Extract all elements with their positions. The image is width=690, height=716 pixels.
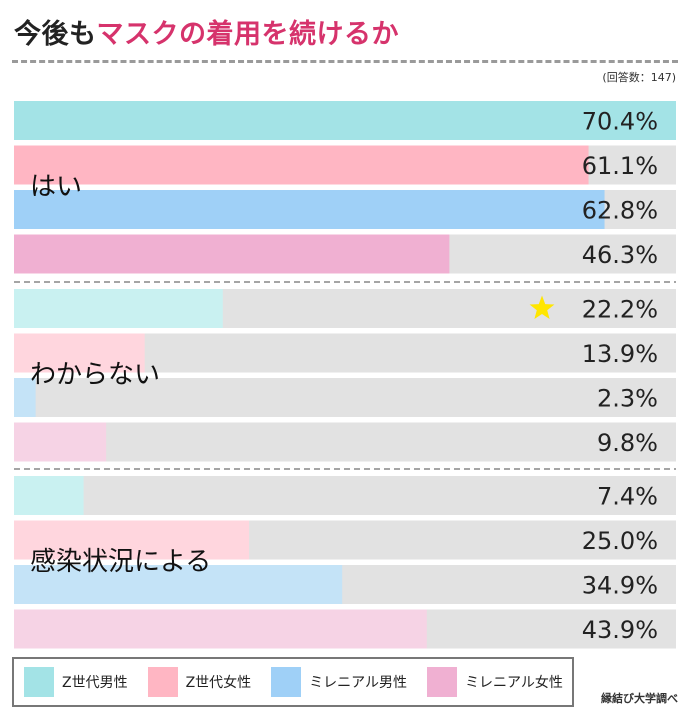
legend-label: ミレニアル男性 [309, 675, 408, 691]
value-label: 7.4% [597, 483, 658, 511]
star-icon [529, 295, 555, 319]
value-label: 62.8% [582, 197, 658, 225]
legend-swatch-z-female [147, 667, 178, 697]
value-label: 13.9% [582, 340, 658, 368]
source-credit: 縁結び大学調べ [601, 692, 678, 705]
value-label: 34.9% [582, 572, 658, 600]
title-prefix: 今後も [14, 19, 97, 50]
bar-millennial-female [14, 234, 450, 274]
bar-track [14, 476, 676, 515]
value-label: 22.2% [582, 296, 658, 324]
sample-size-note: (回答数：147) [602, 71, 676, 84]
value-label: 61.1% [582, 152, 658, 180]
bar-millennial-male [14, 190, 605, 229]
value-label: 2.3% [597, 385, 658, 413]
value-label: 43.9% [582, 616, 658, 644]
category-label: はい [30, 172, 82, 202]
category-label: わからない [30, 360, 160, 390]
legend-swatch-millennial-female [427, 667, 458, 697]
bar-z-female [14, 520, 250, 560]
value-label: 25.0% [582, 527, 658, 555]
legend-item: ミレニアル男性 [271, 667, 407, 697]
bar-z-male [14, 101, 676, 140]
legend-label: ミレニアル女性 [465, 675, 563, 691]
title-highlight: マスクの着用を続けるか [96, 19, 399, 50]
legend-item: Z世代男性 [24, 667, 128, 697]
legend-label: Z世代男性 [62, 675, 128, 691]
bar-millennial-female [14, 422, 107, 462]
title-divider [12, 60, 678, 63]
legend-swatch-z-male [24, 667, 54, 697]
legend-label: Z世代女性 [185, 675, 252, 691]
bar-chart: 70.4% 61.1% 62.8% 46.3% はい 22.2% 13.9% 2.3% 9.8%… [14, 101, 676, 649]
bar-z-female [14, 145, 589, 185]
bar-z-female [14, 333, 145, 373]
bar-track [14, 378, 676, 417]
bar-millennial-male [14, 565, 343, 604]
legend: Z世代男性 Z世代女性 ミレニアル男性 ミレニアル女性 [12, 657, 574, 707]
value-label: 46.3% [582, 241, 658, 269]
value-label: 9.8% [597, 429, 658, 457]
bar-z-male [14, 289, 223, 328]
legend-item: Z世代女性 [147, 667, 252, 697]
chart-title: 今後もマスクの着用を続けるか [14, 12, 399, 51]
bar-track [14, 422, 676, 462]
bar-millennial-female [14, 609, 427, 649]
bar-millennial-male [14, 378, 36, 417]
category-label: 感染状況による [30, 547, 211, 577]
value-label: 70.4% [582, 108, 658, 136]
legend-swatch-millennial-male [271, 667, 302, 697]
legend-item: ミレニアル女性 [427, 667, 563, 697]
bar-z-male [14, 476, 84, 515]
